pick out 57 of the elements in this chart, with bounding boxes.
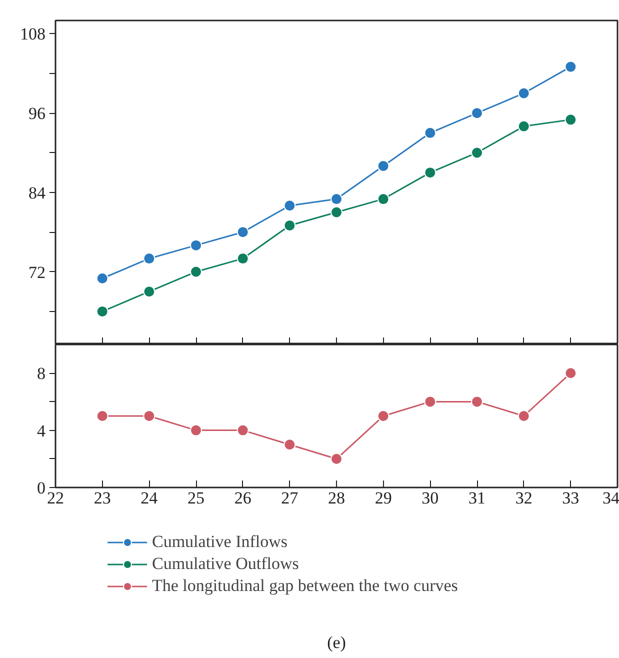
point	[96, 410, 108, 422]
x-tick-label: 31	[468, 488, 486, 508]
y-tick-label: 84	[28, 183, 46, 202]
x-tick-label: 23	[94, 488, 111, 508]
point	[518, 410, 530, 422]
point	[424, 396, 436, 408]
point	[471, 107, 483, 120]
legend-label: Cumulative Inflows	[152, 532, 288, 552]
x-tick-label: 28	[328, 488, 345, 508]
point	[236, 252, 249, 265]
point	[377, 160, 390, 172]
y-tick-label: 96	[28, 104, 46, 124]
x-tick-label: 34	[602, 488, 619, 508]
point	[518, 120, 530, 132]
point	[190, 266, 202, 278]
point	[96, 272, 108, 284]
point	[424, 166, 436, 179]
point	[564, 367, 577, 380]
point	[143, 410, 156, 422]
point	[377, 410, 390, 422]
y-tick-label: 4	[37, 421, 46, 440]
x-tick-label: 26	[234, 488, 252, 508]
x-tick-label: 32	[515, 488, 532, 508]
point	[284, 200, 296, 212]
point	[564, 60, 577, 73]
point	[330, 193, 342, 206]
y-tick-label: 108	[20, 24, 46, 44]
legend-label: The longitudinal gap between the two curves	[152, 576, 458, 596]
y-tick-label: 72	[28, 262, 46, 282]
point	[564, 114, 577, 126]
point	[471, 146, 483, 159]
point	[471, 396, 483, 408]
point	[330, 452, 342, 465]
point	[424, 126, 436, 139]
x-tick-label: 22	[47, 488, 64, 508]
point	[96, 305, 108, 318]
point	[190, 239, 202, 252]
point	[236, 424, 249, 436]
legend-label: Cumulative Outflows	[152, 554, 299, 574]
x-tick-label: 30	[422, 488, 439, 508]
x-tick-label: 29	[374, 488, 392, 508]
point	[284, 219, 296, 232]
point	[284, 438, 296, 451]
point	[330, 206, 342, 218]
point	[143, 252, 156, 265]
point	[143, 286, 156, 298]
x-tick-label: 33	[562, 488, 580, 508]
point	[190, 424, 202, 436]
y-tick-label: 8	[37, 364, 46, 384]
y-tick-label: 0	[37, 478, 46, 498]
text: (e)	[327, 633, 346, 652]
x-tick-label: 27	[281, 488, 299, 508]
point	[377, 193, 390, 206]
x-tick-label: 24	[140, 488, 158, 508]
point	[518, 87, 530, 100]
x-tick-label: 25	[188, 488, 204, 508]
point	[236, 226, 249, 238]
